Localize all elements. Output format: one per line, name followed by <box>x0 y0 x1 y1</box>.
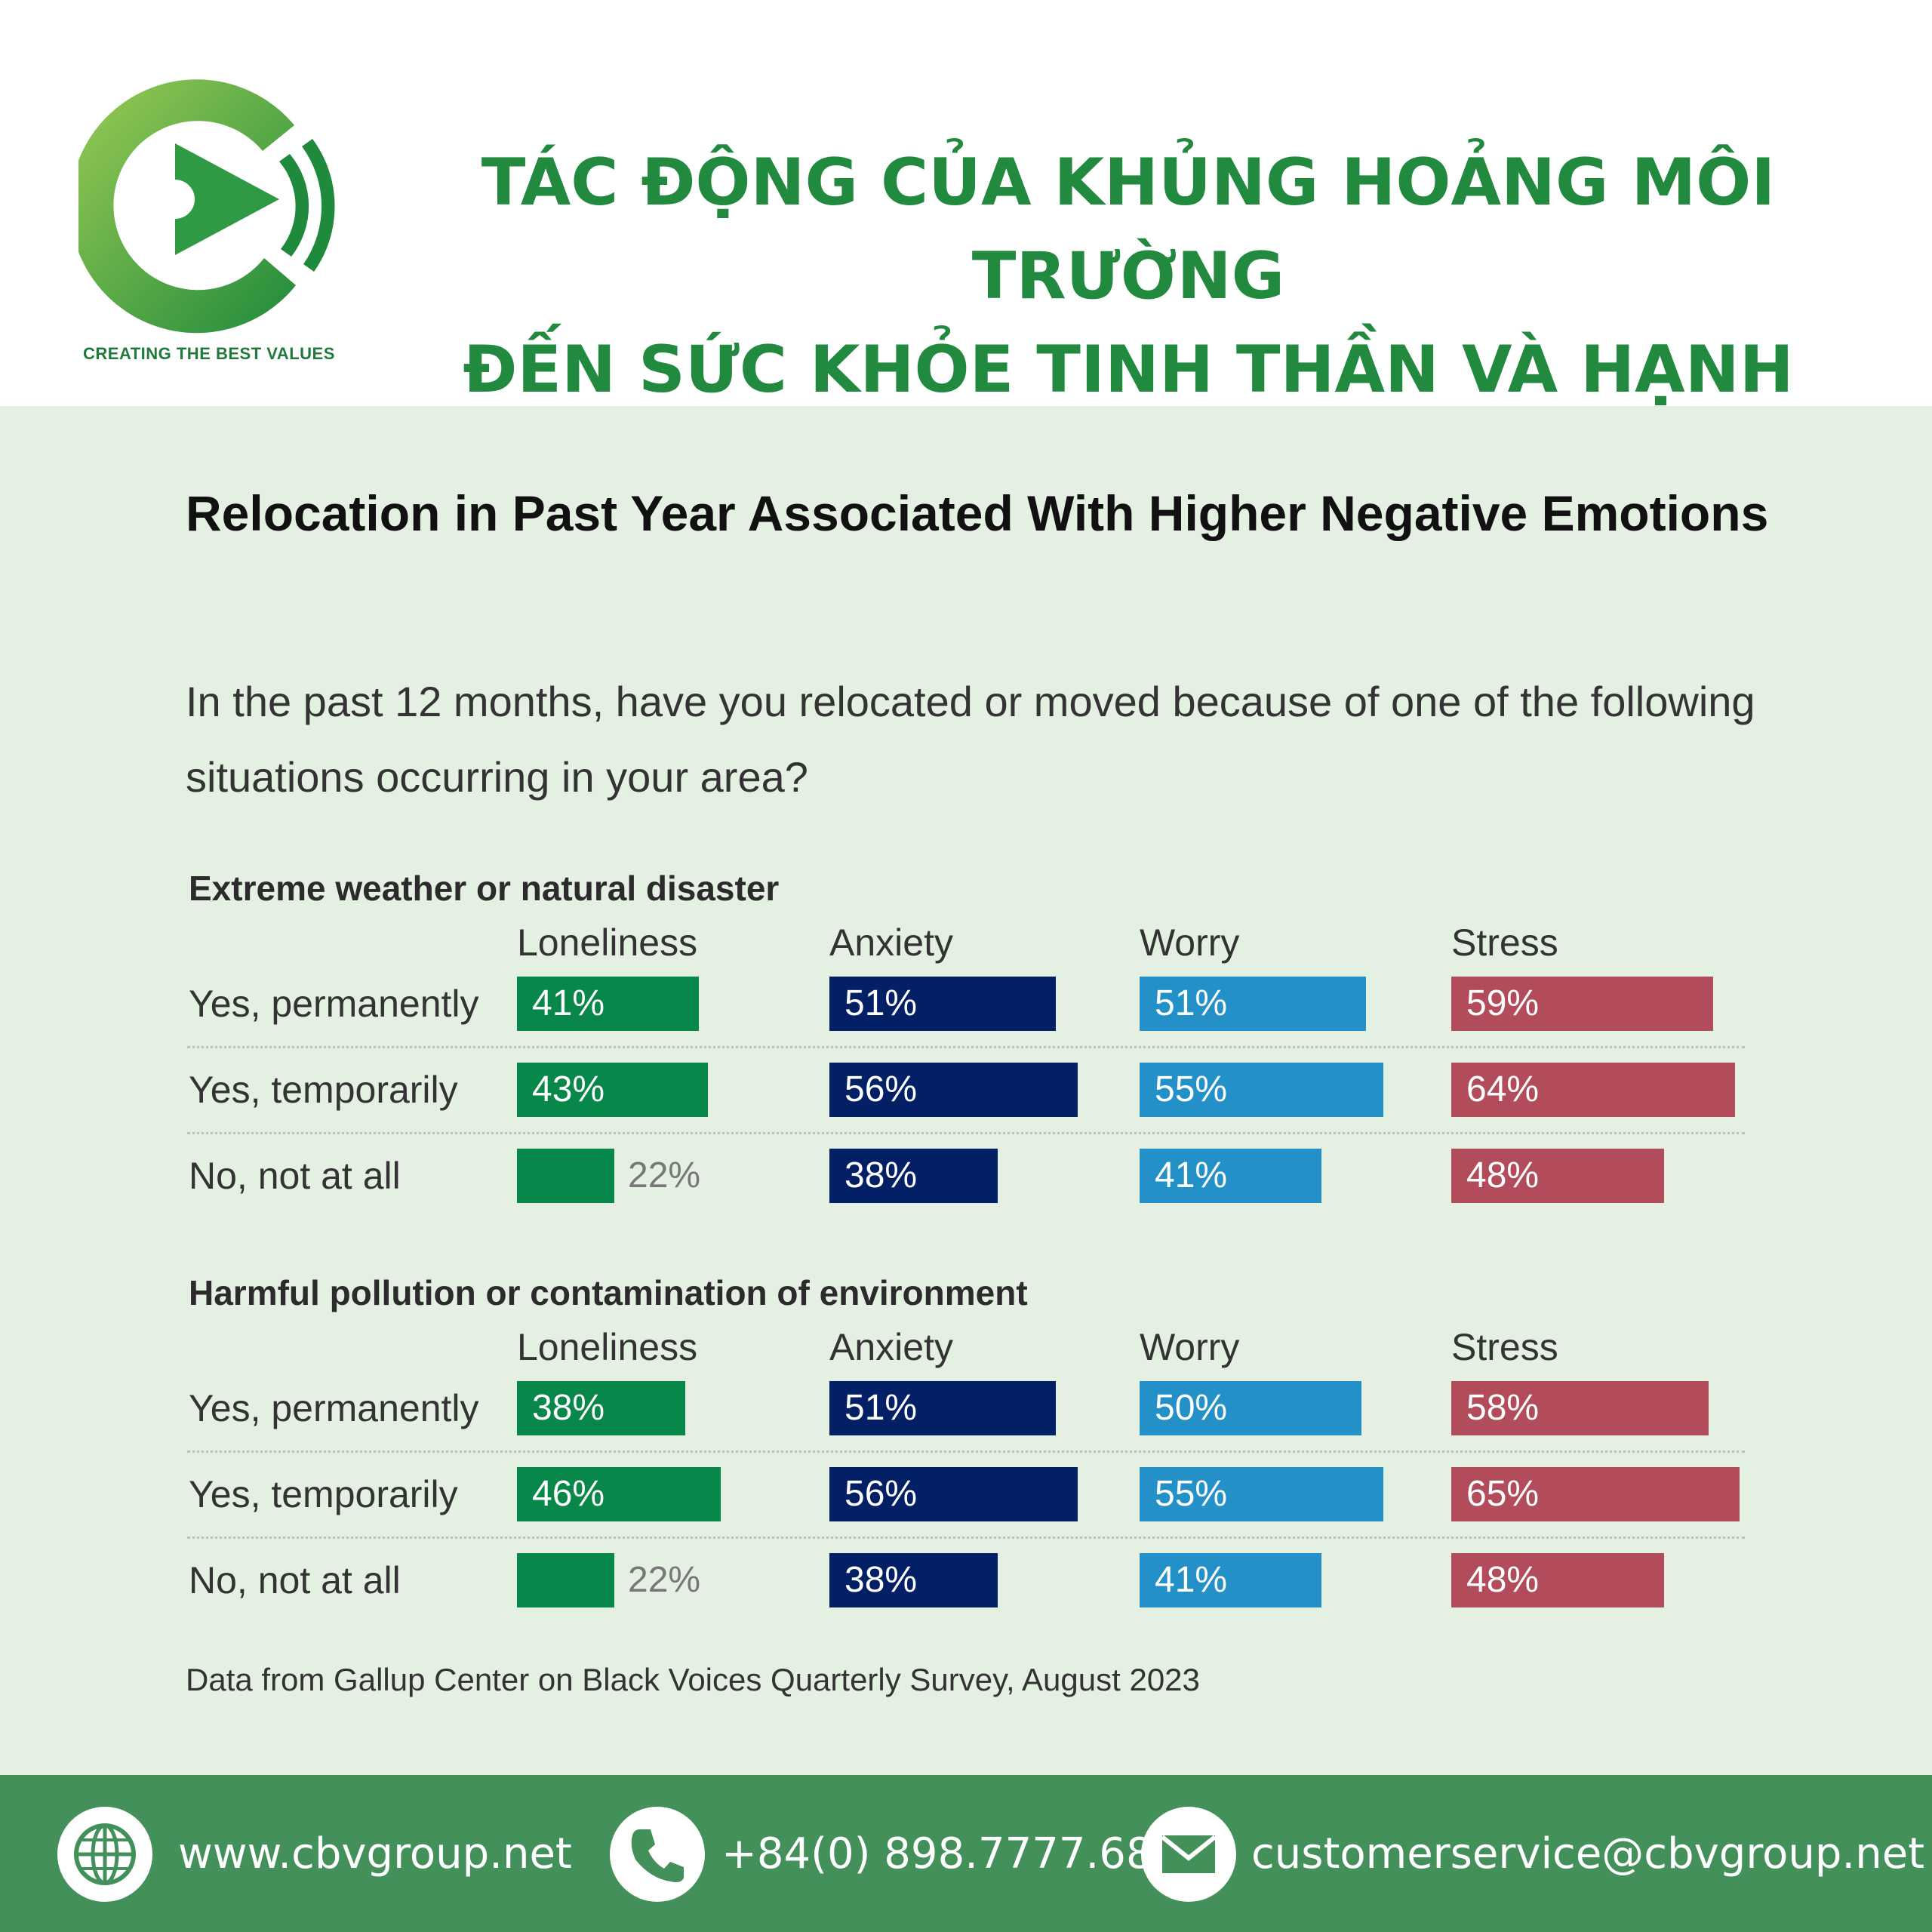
bar-stress <box>1451 1063 1735 1117</box>
globe-icon <box>57 1807 152 1902</box>
bar-stress <box>1451 1149 1664 1203</box>
row-divider <box>187 1451 1745 1453</box>
bar-anxiety <box>829 1553 998 1607</box>
bar-anxiety <box>829 977 1056 1031</box>
bar-value-label: 22% <box>628 1560 701 1600</box>
bar-loneliness <box>517 1149 614 1203</box>
bar-value-label: 55% <box>1155 1474 1228 1514</box>
bar-value-label: 48% <box>1466 1560 1540 1600</box>
bar-stress <box>1451 1467 1740 1521</box>
bar-worry <box>1140 1063 1383 1117</box>
bar-anxiety <box>829 1381 1056 1435</box>
column-header-worry: Worry <box>1140 1326 1240 1368</box>
row-divider <box>187 1537 1745 1539</box>
row-divider <box>187 1132 1745 1134</box>
bar-worry <box>1140 1149 1321 1203</box>
email-link[interactable]: customerservice@cbvgroup.net <box>1251 1829 1925 1878</box>
bar-anxiety <box>829 1063 1078 1117</box>
bar-loneliness <box>517 1553 614 1607</box>
bar-value-label: 51% <box>844 1388 918 1428</box>
bar-value-label: 38% <box>532 1388 605 1428</box>
mail-icon <box>1141 1807 1236 1902</box>
chart-source: Data from Gallup Center on Black Voices … <box>186 1662 1200 1697</box>
bar-value-label: 41% <box>1155 1560 1228 1600</box>
footer: www.cbvgroup.net +84(0) 898.7777.68 cust… <box>0 1775 1932 1932</box>
bar-value-label: 58% <box>1466 1388 1540 1428</box>
bar-value-label: 51% <box>1155 983 1228 1023</box>
column-header-stress: Stress <box>1451 921 1558 964</box>
bar-value-label: 46% <box>532 1474 605 1514</box>
row-label: Yes, permanently <box>189 983 479 1025</box>
phone-link[interactable]: +84(0) 898.7777.68 <box>721 1829 1153 1878</box>
bar-value-label: 51% <box>844 983 918 1023</box>
bar-loneliness <box>517 977 699 1031</box>
section-title: Harmful pollution or contamination of en… <box>189 1273 1028 1312</box>
page-title-line-1: TÁC ĐỘNG CỦA KHỦNG HOẢNG MÔI TRƯỜNG <box>481 145 1776 314</box>
bar-value-label: 55% <box>1155 1069 1228 1109</box>
bar-value-label: 38% <box>844 1155 918 1195</box>
row-divider <box>187 1046 1745 1048</box>
row-label: Yes, temporarily <box>189 1473 458 1515</box>
bar-value-label: 56% <box>844 1069 918 1109</box>
bar-value-label: 56% <box>844 1474 918 1514</box>
bar-value-label: 48% <box>1466 1155 1540 1195</box>
header: CREATING THE BEST VALUES TÁC ĐỘNG CỦA KH… <box>0 0 1932 501</box>
bar-loneliness <box>517 1381 685 1435</box>
column-header-stress: Stress <box>1451 1326 1558 1368</box>
website-link[interactable]: www.cbvgroup.net <box>178 1829 572 1878</box>
row-label: Yes, permanently <box>189 1387 479 1429</box>
phone-icon <box>610 1807 705 1902</box>
bar-value-label: 38% <box>844 1560 918 1600</box>
bar-stress <box>1451 977 1713 1031</box>
column-header-loneliness: Loneliness <box>517 921 698 964</box>
row-label: Yes, temporarily <box>189 1069 458 1111</box>
bar-anxiety <box>829 1467 1078 1521</box>
column-header-anxiety: Anxiety <box>829 1326 953 1368</box>
bar-value-label: 64% <box>1466 1069 1540 1109</box>
bar-worry <box>1140 1381 1361 1435</box>
section-title: Extreme weather or natural disaster <box>189 869 780 908</box>
tagline: CREATING THE BEST VALUES <box>83 344 335 363</box>
bar-worry <box>1140 1467 1383 1521</box>
chart-subtitle: In the past 12 months, have you relocate… <box>186 678 1755 801</box>
bar-loneliness <box>517 1063 708 1117</box>
bar-value-label: 22% <box>628 1155 701 1195</box>
bar-anxiety <box>829 1149 998 1203</box>
bar-stress <box>1451 1381 1709 1435</box>
bar-loneliness <box>517 1467 721 1521</box>
row-label: No, not at all <box>189 1559 401 1601</box>
column-header-loneliness: Loneliness <box>517 1326 698 1368</box>
chart-title: Relocation in Past Year Associated With … <box>186 485 1769 541</box>
row-label: No, not at all <box>189 1155 401 1197</box>
column-header-anxiety: Anxiety <box>829 921 953 964</box>
bar-value-label: 43% <box>532 1069 605 1109</box>
column-header-worry: Worry <box>1140 921 1240 964</box>
bar-value-label: 65% <box>1466 1474 1540 1514</box>
bar-value-label: 41% <box>532 983 605 1023</box>
bar-value-label: 41% <box>1155 1155 1228 1195</box>
bar-stress <box>1451 1553 1664 1607</box>
bar-worry <box>1140 1553 1321 1607</box>
bar-value-label: 59% <box>1466 983 1540 1023</box>
play-logo-icon <box>78 79 335 334</box>
bar-worry <box>1140 977 1366 1031</box>
bar-value-label: 50% <box>1155 1388 1228 1428</box>
